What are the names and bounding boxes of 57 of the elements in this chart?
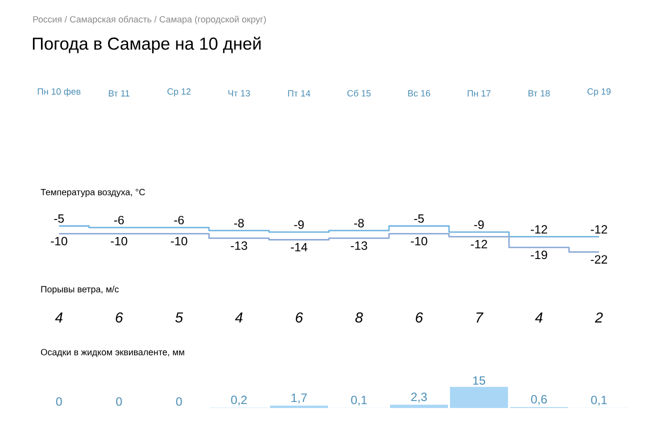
data-label: 0 bbox=[116, 397, 122, 406]
chart-title: Осадки в жидком эквиваленте, мм bbox=[40, 348, 184, 358]
data-label: 6 bbox=[416, 312, 424, 323]
data-label: -9 bbox=[294, 220, 304, 229]
chart-title: Погода в Самаре на 10 дней bbox=[32, 36, 261, 54]
data-label: 0,1 bbox=[591, 396, 607, 406]
data-label: 1,7 bbox=[292, 394, 307, 404]
data-label: 0 bbox=[176, 397, 182, 406]
data-label: 15 bbox=[473, 376, 486, 385]
data-label: -9 bbox=[474, 220, 484, 229]
text: Порывы ветра, м/с bbox=[41, 286, 119, 294]
data-label: -13 bbox=[230, 241, 248, 250]
data-label: -12 bbox=[530, 225, 548, 234]
data-label: 0,1 bbox=[351, 396, 367, 406]
data-label: 2 bbox=[594, 312, 603, 323]
data-label: -13 bbox=[350, 241, 368, 250]
data-label: -12 bbox=[470, 240, 488, 248]
data-label: 2,3 bbox=[411, 392, 427, 403]
data-label: -10 bbox=[410, 236, 428, 246]
x-tick-label: Чт 13 bbox=[228, 90, 250, 96]
data-label: -19 bbox=[530, 250, 548, 260]
data-label: -5 bbox=[414, 214, 424, 223]
text: Температура воздуха, °C bbox=[40, 188, 145, 198]
data-label: 5 bbox=[175, 312, 184, 323]
data-label: 4 bbox=[535, 312, 542, 322]
data-label: -22 bbox=[590, 255, 608, 264]
data-label: 4 bbox=[55, 312, 62, 322]
data-label: 0 bbox=[56, 397, 62, 406]
chart-subtitle: Россия / Самарская область / Самара (городской округ) bbox=[33, 16, 266, 24]
x-tick-label: Ср 19 bbox=[587, 88, 611, 96]
data-label: 6 bbox=[296, 312, 304, 323]
x-tick-label: Ср 12 bbox=[167, 88, 191, 96]
data-label: 0,2 bbox=[231, 396, 247, 406]
x-tick-label: Пн 17 bbox=[468, 90, 491, 96]
data-label: -8 bbox=[354, 218, 364, 228]
data-label: 8 bbox=[355, 312, 363, 323]
data-label: -12 bbox=[590, 225, 608, 234]
data-label: 7 bbox=[476, 312, 484, 322]
data-label: 4 bbox=[235, 312, 242, 322]
x-tick-label: Вт 11 bbox=[108, 90, 130, 96]
data-label: -10 bbox=[50, 236, 68, 246]
x-tick-label: Сб 15 bbox=[347, 90, 371, 96]
data-label: -10 bbox=[170, 236, 188, 246]
data-label: 0,6 bbox=[531, 395, 547, 405]
data-label: -10 bbox=[110, 236, 128, 246]
data-label: 6 bbox=[116, 312, 124, 323]
data-label: -6 bbox=[114, 216, 124, 224]
data-label: -6 bbox=[174, 216, 184, 224]
x-tick-label: Пн 10 фев bbox=[38, 88, 80, 96]
data-label: -14 bbox=[290, 242, 308, 252]
bar bbox=[390, 404, 448, 408]
x-tick-label: Вс 16 bbox=[408, 90, 430, 96]
x-tick-label: Вт 18 bbox=[528, 90, 550, 96]
bar bbox=[450, 386, 508, 408]
data-label: -8 bbox=[234, 218, 244, 228]
x-tick-label: Пт 14 bbox=[288, 90, 310, 96]
data-label: -5 bbox=[54, 214, 64, 223]
